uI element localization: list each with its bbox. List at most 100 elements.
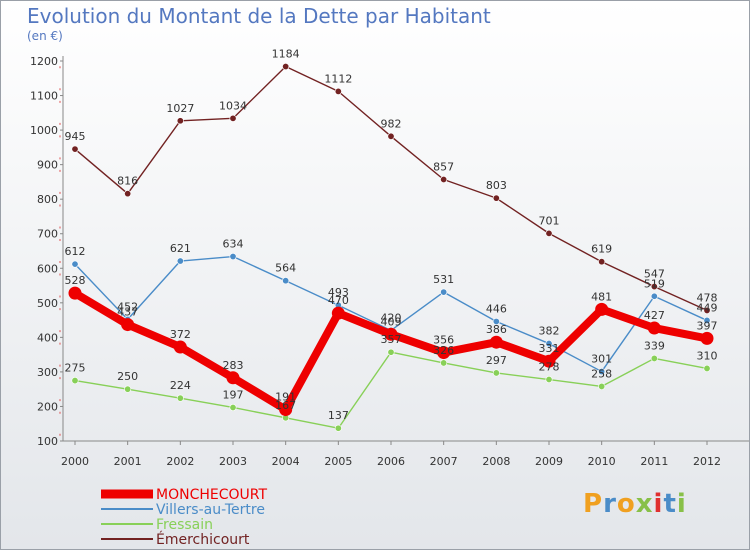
data-point xyxy=(492,317,500,325)
data-point xyxy=(489,335,503,349)
data-label: 167 xyxy=(275,399,296,412)
x-tick-label: 2009 xyxy=(535,455,563,468)
data-point xyxy=(124,190,132,198)
legend-label: Fressain xyxy=(156,517,213,533)
data-label: 470 xyxy=(328,294,349,307)
data-point xyxy=(595,302,609,316)
data-label: 564 xyxy=(275,262,296,275)
data-point xyxy=(650,354,658,362)
data-label: 250 xyxy=(117,370,138,383)
data-point xyxy=(282,63,290,71)
data-label: 137 xyxy=(328,409,349,422)
data-point xyxy=(703,364,711,372)
x-tick-label: 2008 xyxy=(482,455,510,468)
data-point xyxy=(598,258,606,266)
data-label: 528 xyxy=(65,274,86,287)
data-label: 547 xyxy=(644,268,665,281)
data-point xyxy=(124,385,132,393)
data-label: 1184 xyxy=(272,48,300,61)
x-tick-label: 2012 xyxy=(693,455,721,468)
y-tick-label: 1100 xyxy=(30,90,58,103)
x-tick-label: 2005 xyxy=(324,455,352,468)
legend-label: MONCHECOURT xyxy=(156,487,267,503)
data-label: 493 xyxy=(328,286,349,299)
data-label: 427 xyxy=(644,309,665,322)
data-label: 420 xyxy=(381,311,402,324)
data-label: 619 xyxy=(591,243,612,256)
data-point xyxy=(545,229,553,237)
data-label: 258 xyxy=(591,367,612,380)
data-label: 531 xyxy=(433,273,454,286)
data-label: 397 xyxy=(697,319,718,332)
data-label: 452 xyxy=(117,300,138,313)
data-point xyxy=(68,286,82,300)
data-point xyxy=(492,194,500,202)
y-tick-label: 900 xyxy=(37,159,58,172)
y-tick-label: 400 xyxy=(37,331,58,344)
x-tick-label: 2007 xyxy=(430,455,458,468)
unit-label: (en €) xyxy=(27,29,63,43)
legend-item: Villers-au-Tertre xyxy=(101,502,265,518)
data-point xyxy=(176,394,184,402)
data-point xyxy=(545,376,553,384)
y-tick-label: 700 xyxy=(37,228,58,241)
data-point xyxy=(121,318,135,332)
data-point xyxy=(384,327,398,341)
data-label: 278 xyxy=(539,361,560,374)
data-point xyxy=(229,403,237,411)
data-point xyxy=(71,145,79,153)
series-monchecourt xyxy=(68,286,714,417)
y-tick-label: 500 xyxy=(37,297,58,310)
data-point xyxy=(331,306,345,320)
series-fressain xyxy=(71,348,711,432)
x-tick-label: 2006 xyxy=(377,455,405,468)
y-tick-label: 1200 xyxy=(30,55,58,68)
y-tick-label: 1000 xyxy=(30,124,58,137)
data-label: 339 xyxy=(644,339,665,352)
data-point xyxy=(176,117,184,125)
data-label: 409 xyxy=(381,315,402,328)
data-point xyxy=(387,348,395,356)
legend-item: MONCHECOURT xyxy=(101,487,267,503)
data-point xyxy=(542,354,556,368)
data-point xyxy=(279,403,293,417)
data-point xyxy=(700,331,714,345)
legend-label: Émerchicourt xyxy=(156,531,250,548)
data-point xyxy=(173,340,187,354)
legend-item: Émerchicourt xyxy=(101,531,250,548)
data-point xyxy=(334,424,342,432)
data-label: 297 xyxy=(486,354,507,367)
series--merchicourt xyxy=(71,63,711,314)
data-label: 357 xyxy=(381,333,402,346)
data-label: 283 xyxy=(223,359,244,372)
data-label: 621 xyxy=(170,242,191,255)
data-point xyxy=(650,292,658,300)
data-point xyxy=(703,316,711,324)
y-tick-label: 100 xyxy=(37,435,58,448)
data-point xyxy=(226,371,240,385)
data-label: 197 xyxy=(223,388,244,401)
data-point xyxy=(440,288,448,296)
proxiti-logo: Proxiti xyxy=(583,489,687,519)
data-label: 326 xyxy=(433,344,454,357)
data-point xyxy=(229,114,237,122)
data-label: 437 xyxy=(117,306,138,319)
data-label: 701 xyxy=(539,214,560,227)
legend-item: Fressain xyxy=(101,517,213,533)
data-label: 816 xyxy=(117,175,138,188)
data-point xyxy=(650,283,658,291)
data-point xyxy=(71,377,79,385)
chart-title: Evolution du Montant de la Dette par Hab… xyxy=(27,4,491,28)
data-label: 310 xyxy=(697,349,718,362)
data-point xyxy=(647,321,661,335)
data-label: 356 xyxy=(433,334,454,347)
data-label: 803 xyxy=(486,179,507,192)
data-label: 634 xyxy=(223,238,244,251)
y-tick-label: 300 xyxy=(37,366,58,379)
data-label: 478 xyxy=(697,291,718,304)
data-label: 275 xyxy=(65,362,86,375)
x-tick-label: 2010 xyxy=(588,455,616,468)
data-label: 1112 xyxy=(324,72,352,85)
data-point xyxy=(440,175,448,183)
data-label: 982 xyxy=(381,117,402,130)
